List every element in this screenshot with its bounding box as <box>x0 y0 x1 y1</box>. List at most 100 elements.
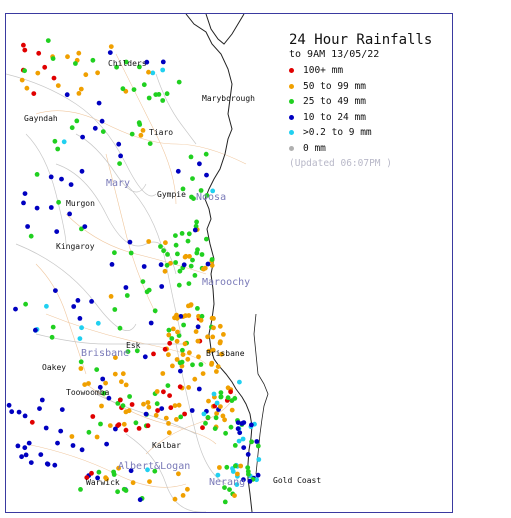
station-dot <box>127 394 132 399</box>
station-dot <box>176 402 182 408</box>
station-dot <box>175 251 180 257</box>
station-dot <box>186 385 192 390</box>
station-dot <box>209 362 214 367</box>
station-dot <box>83 72 89 78</box>
station-dot <box>145 467 150 473</box>
station-dot <box>160 67 166 73</box>
red-dot-icon <box>289 68 294 74</box>
station-dot <box>229 407 235 413</box>
station-dot <box>89 299 94 304</box>
station-dot <box>217 323 223 329</box>
station-dot <box>51 75 57 81</box>
town-label-maryborough: Maryborough <box>202 94 255 103</box>
station-dot <box>165 383 171 388</box>
station-dot <box>245 469 251 474</box>
station-dot <box>39 397 45 403</box>
station-dot <box>179 231 185 236</box>
station-dot <box>162 268 168 274</box>
station-dot <box>19 454 24 460</box>
station-dot <box>165 252 170 257</box>
town-label-gympie: Gympie <box>157 190 186 199</box>
station-dot <box>35 70 41 76</box>
legend-title: 24 Hour Rainfalls <box>289 32 433 48</box>
station-dot <box>45 38 51 43</box>
station-dot <box>159 284 165 289</box>
station-dot <box>225 395 231 401</box>
cyan-dot-icon <box>289 130 294 136</box>
basin-label-noosa: Noosa <box>196 192 227 203</box>
station-dot <box>136 120 142 126</box>
station-dot <box>95 475 100 481</box>
station-dot <box>118 153 123 159</box>
station-dot <box>103 475 108 481</box>
legend-label: 25 to 49 mm <box>303 96 366 108</box>
station-dot <box>59 176 64 182</box>
basin-label-brisbane: Brisbane <box>81 348 130 359</box>
station-dot <box>153 412 159 418</box>
station-dot <box>235 426 241 432</box>
station-dot <box>108 44 114 49</box>
station-dot <box>187 254 192 259</box>
station-dot <box>100 376 106 382</box>
station-dot <box>205 334 211 340</box>
station-dot <box>185 356 191 362</box>
legend-row: 100+ mm <box>289 63 432 79</box>
station-dot <box>120 403 126 409</box>
station-dot <box>77 316 83 321</box>
station-dot <box>129 131 135 137</box>
station-dot <box>166 352 171 358</box>
station-dot <box>53 288 58 293</box>
station-dot <box>181 322 187 328</box>
station-dot <box>237 379 242 385</box>
station-dot <box>158 262 164 268</box>
station-dot <box>209 257 215 262</box>
station-dot <box>163 240 168 246</box>
station-dot <box>123 59 129 65</box>
station-dot <box>153 92 159 97</box>
station-dot <box>147 141 153 146</box>
station-dot <box>141 401 146 407</box>
legend-label: 10 to 24 mm <box>303 111 366 123</box>
station-dot <box>128 250 134 256</box>
rainfall-stations <box>6 38 262 505</box>
station-dot <box>192 273 198 278</box>
station-dot <box>49 334 55 340</box>
station-dot <box>121 421 127 427</box>
station-dot <box>103 380 108 386</box>
station-dot <box>23 452 29 458</box>
station-dot <box>182 341 188 347</box>
station-dot <box>204 172 209 178</box>
grey-dot-icon <box>289 145 294 151</box>
station-dot <box>155 408 161 413</box>
station-dot <box>196 386 202 392</box>
station-dot <box>54 229 60 235</box>
station-dot <box>26 440 32 446</box>
legend-row: 0 mm <box>289 141 432 157</box>
station-dot <box>220 413 226 419</box>
station-dot <box>79 325 84 331</box>
station-dot <box>79 226 84 232</box>
station-dot <box>69 125 75 131</box>
station-dot <box>137 64 142 70</box>
station-dot <box>214 411 220 416</box>
station-dot <box>166 421 171 426</box>
station-dot <box>178 414 184 420</box>
station-dot <box>55 440 60 446</box>
station-dot <box>86 429 92 435</box>
station-dot <box>29 419 35 425</box>
station-dot <box>115 489 120 495</box>
station-dot <box>245 452 251 457</box>
station-dot <box>239 421 245 426</box>
station-dot <box>94 434 100 440</box>
station-dot <box>121 486 127 492</box>
station-dot <box>230 469 236 474</box>
station-dot <box>189 408 195 413</box>
station-dot <box>166 332 172 338</box>
station-dot <box>198 362 204 367</box>
station-dot <box>172 496 178 502</box>
station-dot <box>164 91 170 97</box>
station-dot <box>6 402 12 408</box>
station-dot <box>174 338 180 344</box>
station-dot <box>79 168 85 174</box>
station-dot <box>198 317 204 323</box>
